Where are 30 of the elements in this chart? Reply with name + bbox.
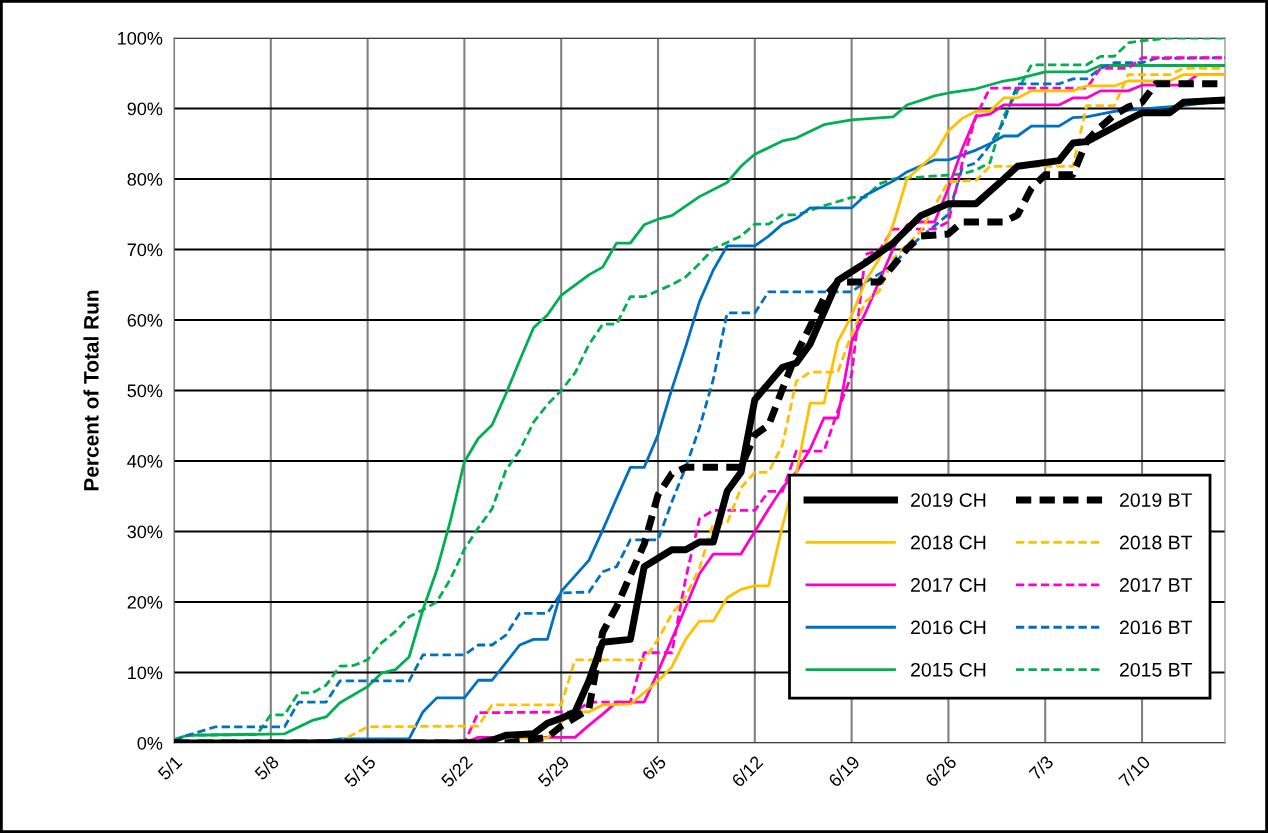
x-tick-label: 6/19 [827,754,861,788]
x-tick-label: 5/8 [253,754,280,781]
legend-label: 2015 CH [911,662,986,677]
x-tick-label: 5/1 [156,754,183,781]
legend-label: 2017 CH [911,578,986,592]
y-tick-label: 30% [127,525,163,539]
y-tick-label: 90% [127,102,163,116]
y-tick-label: 50% [127,384,163,398]
legend-label: 2019 BT [1120,493,1193,507]
y-tick-label: 100% [118,31,163,45]
y-tick-label: 0% [137,736,163,750]
legend-label: 2015 BT [1120,662,1193,677]
x-tick-label: 6/5 [640,754,667,781]
legend-label: 2017 BT [1120,578,1193,592]
x-tick-label: 7/10 [1117,754,1151,788]
y-tick-label: 70% [127,243,163,257]
x-tick-label: 6/26 [924,754,958,788]
legend-label: 2018 CH [911,535,986,550]
y-axis-title: Percent of Total Run [83,290,99,491]
legend-label: 2018 BT [1120,535,1193,550]
y-tick-label: 40% [127,454,163,468]
legend-label: 2016 CH [911,620,986,635]
x-tick-label: 7/3 [1028,754,1055,781]
legend-label: 2019 CH [911,493,986,507]
y-tick-label: 20% [127,595,163,609]
x-tick-label: 6/12 [730,754,764,788]
y-tick-label: 60% [127,313,163,327]
legend-label: 2016 BT [1120,620,1193,635]
y-tick-label: 10% [128,666,163,680]
y-tick-label: 80% [127,172,163,186]
